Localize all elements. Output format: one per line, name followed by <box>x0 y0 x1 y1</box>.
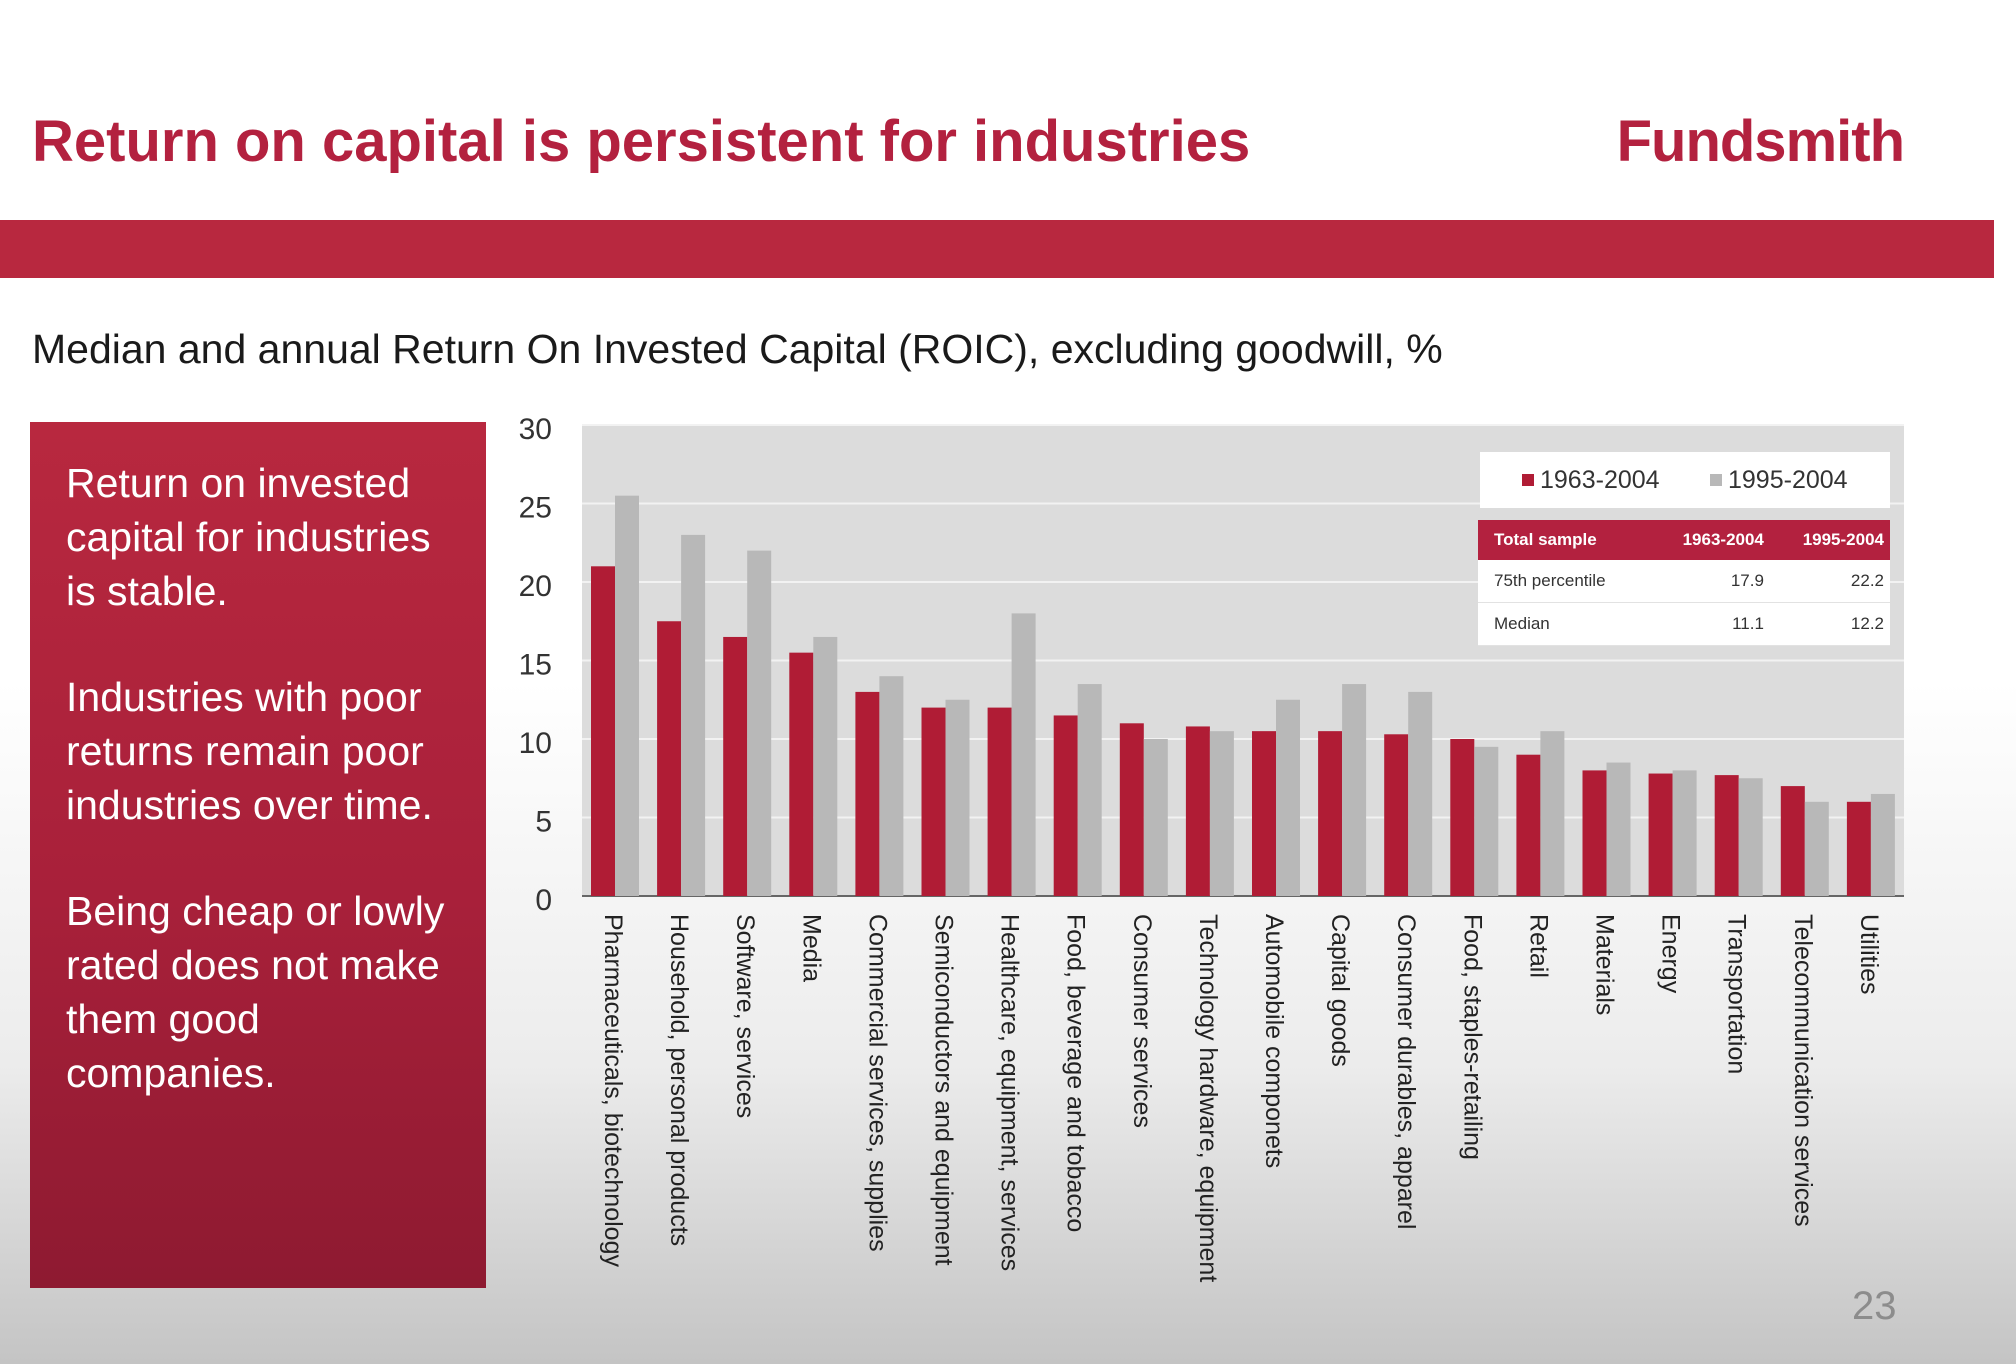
bar-series1 <box>591 566 615 896</box>
bar-series2 <box>1209 731 1234 896</box>
legend-swatch-series2 <box>1710 474 1722 486</box>
bar-series2 <box>1077 684 1102 896</box>
x-category-label: Food, beverage and tobacco <box>1062 914 1090 1232</box>
legend-label-series1: 1963-2004 <box>1540 466 1660 494</box>
bar-series2 <box>813 636 838 896</box>
x-category-label: Commercial services, supplies <box>863 914 891 1252</box>
x-category-label: Consumer services <box>1128 914 1156 1128</box>
x-category-label: Technology hardware, equipment <box>1194 914 1222 1282</box>
y-tick-label: 10 <box>519 727 552 760</box>
brand-logo: Fundsmith <box>1616 109 1905 174</box>
bar-series1 <box>1714 775 1739 896</box>
bar-series2 <box>1342 684 1367 896</box>
x-category-label: Telecommunication services <box>1789 914 1817 1227</box>
bar-series1 <box>1582 770 1607 896</box>
bar-series1 <box>1516 754 1541 896</box>
x-category-label: Healthcare, equipment, services <box>996 914 1024 1271</box>
bar-series2 <box>1408 691 1433 896</box>
bar-series1 <box>921 707 946 896</box>
bar-series1 <box>855 691 880 896</box>
chart-subtitle: Median and annual Return On Invested Cap… <box>32 326 1443 372</box>
bar-series1 <box>1780 786 1805 896</box>
legend-item-series1: 1963-2004 <box>1522 466 1660 495</box>
bar-series1 <box>657 621 682 896</box>
x-category-label: Semiconductors and equipment <box>930 914 958 1266</box>
table-row: 75th percentile 17.9 22.2 <box>1478 560 1890 603</box>
bar-series2 <box>615 495 639 896</box>
table-cell: 17.9 <box>1649 560 1770 603</box>
page-number: 23 <box>1852 1284 1897 1328</box>
table-cell: 12.2 <box>1769 602 1890 646</box>
legend-item-series2: 1995-2004 <box>1710 466 1848 495</box>
bar-series2 <box>1672 770 1697 896</box>
legend-swatch-series1 <box>1522 474 1534 486</box>
bar-series2 <box>1738 778 1763 896</box>
bar-series1 <box>1648 773 1673 896</box>
bar-series2 <box>681 534 706 896</box>
x-category-label: Pharmaceuticals, biotechnology <box>599 914 627 1267</box>
slide-title: Return on capital is persistent for indu… <box>32 109 1251 174</box>
bar-series2 <box>1540 731 1565 896</box>
bar-series1 <box>1252 731 1276 896</box>
table-header-cell: 1963-2004 <box>1649 520 1770 560</box>
y-tick-label: 20 <box>519 570 552 603</box>
x-category-label: Automobile componets <box>1260 914 1288 1168</box>
y-tick-label: 15 <box>519 649 552 682</box>
table-cell: 11.1 <box>1649 602 1770 646</box>
bar-series1 <box>1053 715 1078 896</box>
bar-series2 <box>1606 762 1631 896</box>
x-category-label: Media <box>797 914 825 982</box>
bar-series2 <box>1804 801 1829 896</box>
x-category-label: Consumer durables, apparel <box>1392 914 1420 1229</box>
summary-stats-table: Total sample 1963-2004 1995-2004 75th pe… <box>1478 520 1890 646</box>
table-cell: 75th percentile <box>1478 560 1650 603</box>
table-row: Median 11.1 12.2 <box>1478 602 1890 646</box>
bar-series1 <box>1450 739 1475 896</box>
y-tick-label: 5 <box>535 806 552 839</box>
bar-series2 <box>1870 793 1895 896</box>
bar-series1 <box>789 652 814 896</box>
x-category-label: Software, services <box>731 914 759 1118</box>
bar-series2 <box>879 676 904 896</box>
table-header-cell: Total sample <box>1478 520 1650 560</box>
bar-series1 <box>1185 726 1210 896</box>
header-divider-bar <box>0 220 1994 278</box>
key-points-panel: Return on invested capital for industrie… <box>30 422 486 1288</box>
x-category-label: Utilities <box>1855 914 1883 995</box>
key-point: Industries with poor returns remain poor… <box>66 674 433 828</box>
bar-series1 <box>987 707 1012 896</box>
bar-series2 <box>1011 613 1036 896</box>
key-point: Return on invested capital for industrie… <box>66 460 431 614</box>
x-category-label: Capital goods <box>1326 914 1354 1067</box>
y-tick-label: 25 <box>519 492 552 525</box>
chart-legend: 1963-2004 1995-2004 <box>1480 452 1890 508</box>
bar-series1 <box>1119 723 1144 896</box>
bar-series2 <box>1474 746 1499 896</box>
x-category-label: Materials <box>1591 914 1619 1015</box>
table-cell: 22.2 <box>1769 560 1890 603</box>
bar-series1 <box>1318 731 1343 896</box>
table-header-cell: 1995-2004 <box>1769 520 1890 560</box>
key-point: Being cheap or lowly rated does not make… <box>66 888 445 1096</box>
x-category-label: Retail <box>1524 914 1552 978</box>
y-tick-label: 30 <box>519 413 552 446</box>
table-cell: Median <box>1478 602 1650 646</box>
bar-series1 <box>723 636 748 896</box>
x-category-label: Energy <box>1657 914 1685 994</box>
bar-series1 <box>1384 734 1409 896</box>
bar-series2 <box>1143 739 1168 896</box>
legend-label-series2: 1995-2004 <box>1728 466 1848 494</box>
x-category-label: Transportation <box>1723 914 1751 1074</box>
bar-series2 <box>1276 699 1300 896</box>
bar-series2 <box>747 550 772 896</box>
bar-series1 <box>1846 801 1871 896</box>
bar-series2 <box>945 699 970 896</box>
x-category-label: Household, personal products <box>665 914 693 1246</box>
x-category-label: Food, staples-retailing <box>1458 914 1486 1160</box>
y-tick-label: 0 <box>535 884 552 917</box>
table-header-row: Total sample 1963-2004 1995-2004 <box>1478 520 1890 560</box>
